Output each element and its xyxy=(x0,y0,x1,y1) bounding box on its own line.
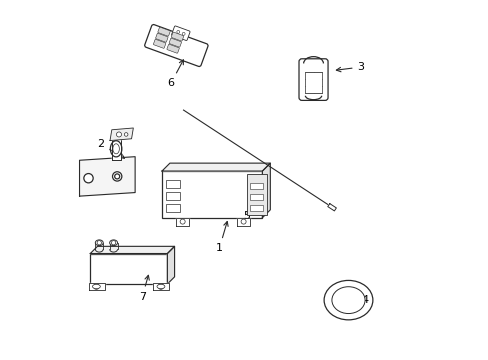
Ellipse shape xyxy=(92,284,100,289)
Text: 1: 1 xyxy=(216,221,227,253)
Ellipse shape xyxy=(95,240,103,246)
Circle shape xyxy=(97,240,101,245)
Bar xyxy=(166,204,180,212)
Bar xyxy=(90,253,167,284)
Text: 4: 4 xyxy=(339,295,367,305)
Circle shape xyxy=(182,32,185,35)
FancyBboxPatch shape xyxy=(166,44,179,53)
Circle shape xyxy=(93,284,99,289)
Circle shape xyxy=(115,174,120,179)
Polygon shape xyxy=(162,163,270,171)
Circle shape xyxy=(180,219,185,224)
FancyBboxPatch shape xyxy=(298,59,327,100)
Polygon shape xyxy=(80,157,135,196)
Bar xyxy=(166,180,180,188)
Bar xyxy=(249,205,262,211)
Circle shape xyxy=(111,240,116,245)
Ellipse shape xyxy=(331,287,365,314)
Bar xyxy=(249,183,262,189)
Polygon shape xyxy=(176,218,188,226)
Circle shape xyxy=(116,132,121,137)
FancyBboxPatch shape xyxy=(144,24,208,67)
Bar xyxy=(249,194,262,200)
Bar xyxy=(166,192,180,200)
Circle shape xyxy=(124,133,128,136)
FancyBboxPatch shape xyxy=(155,33,168,42)
Text: 5: 5 xyxy=(243,191,256,221)
Polygon shape xyxy=(90,246,174,253)
Text: 7: 7 xyxy=(139,275,149,302)
Polygon shape xyxy=(112,135,121,160)
Bar xyxy=(304,72,322,93)
FancyBboxPatch shape xyxy=(169,38,181,47)
Polygon shape xyxy=(237,218,249,226)
Circle shape xyxy=(112,172,122,181)
Ellipse shape xyxy=(157,284,164,289)
FancyBboxPatch shape xyxy=(158,27,170,36)
Bar xyxy=(162,171,262,218)
Polygon shape xyxy=(167,246,174,284)
FancyBboxPatch shape xyxy=(171,26,190,40)
Polygon shape xyxy=(110,128,133,140)
Polygon shape xyxy=(153,283,169,291)
Text: 2: 2 xyxy=(97,139,124,158)
Polygon shape xyxy=(88,283,104,291)
Polygon shape xyxy=(262,163,270,218)
Circle shape xyxy=(158,284,163,289)
Circle shape xyxy=(177,31,179,33)
Text: 3: 3 xyxy=(336,62,364,72)
Circle shape xyxy=(241,219,245,224)
Ellipse shape xyxy=(109,240,117,246)
FancyBboxPatch shape xyxy=(153,39,165,48)
FancyBboxPatch shape xyxy=(171,32,183,41)
Circle shape xyxy=(83,174,93,183)
Text: 6: 6 xyxy=(167,60,183,88)
Polygon shape xyxy=(327,204,336,211)
Ellipse shape xyxy=(324,280,372,320)
Bar xyxy=(247,174,266,215)
